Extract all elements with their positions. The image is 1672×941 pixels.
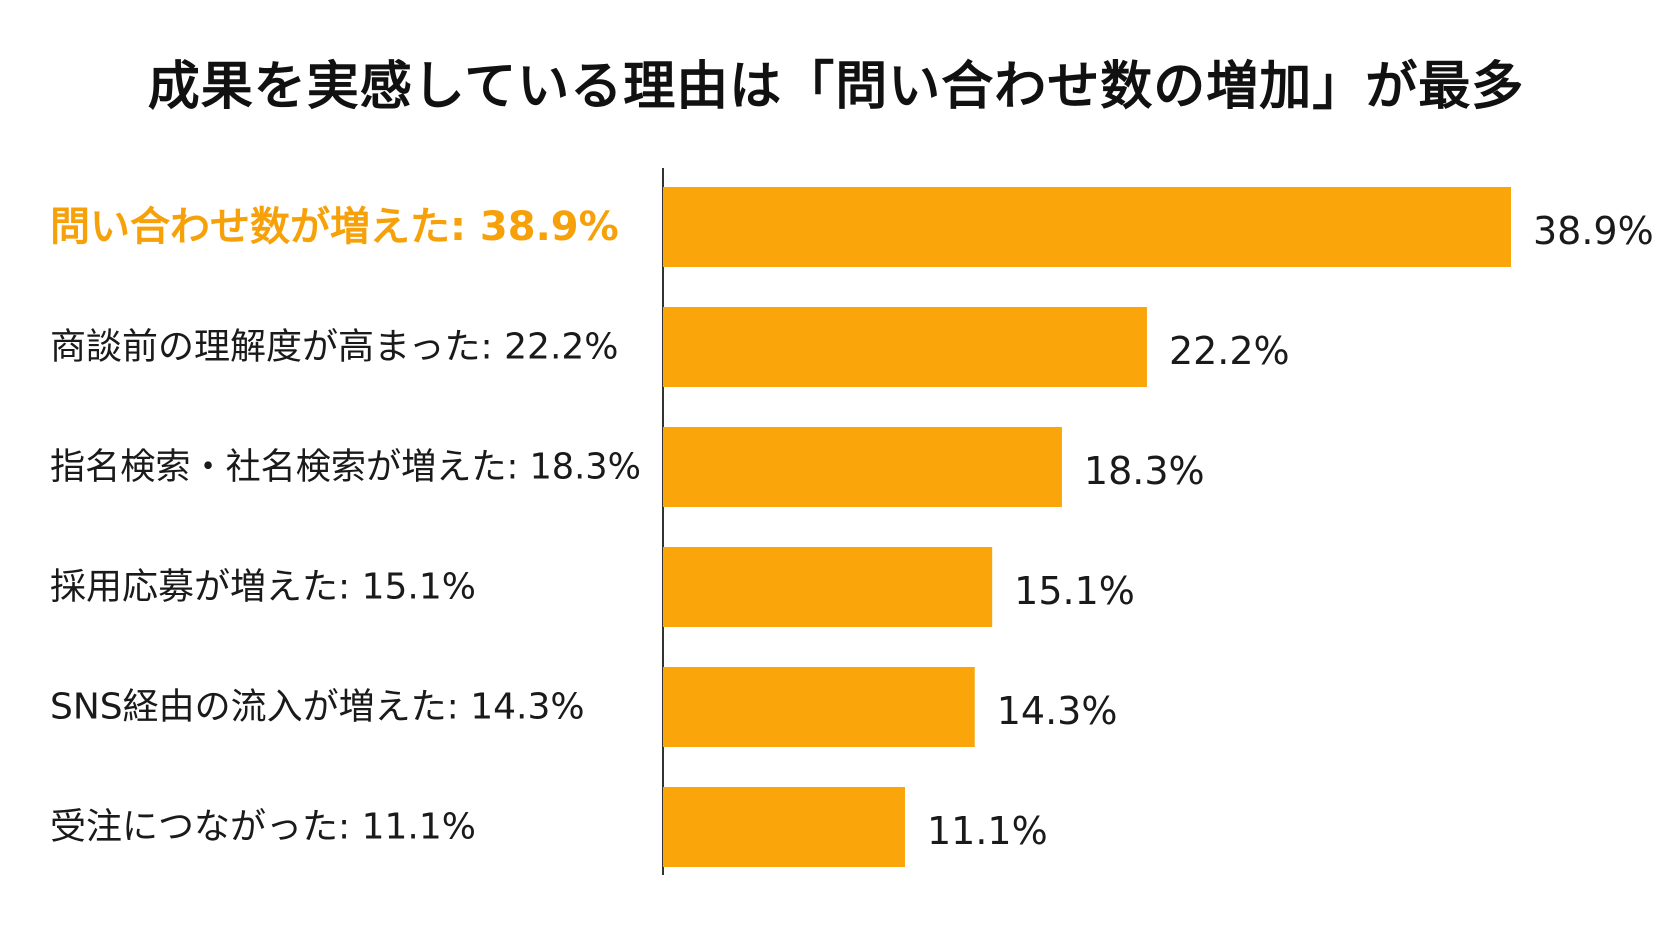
bar-1: [663, 187, 1511, 267]
value-label-1: 38.9%: [1533, 209, 1654, 253]
category-labels-group: 問い合わせ数が増えた: 38.9% 商談前の理解度が高まった: 22.2% 指名検索…: [50, 204, 641, 848]
bar-6: [663, 787, 905, 867]
category-label-1: 問い合わせ数が増えた: 38.9%: [50, 204, 619, 250]
value-labels-group: 38.9% 22.2% 18.3% 15.1% 14.3% 11.1%: [927, 209, 1654, 853]
value-label-4: 15.1%: [1014, 569, 1135, 613]
category-label-5: SNS経由の流入が増えた: 14.3%: [50, 687, 585, 728]
category-label-2: 商談前の理解度が高まった: 22.2%: [50, 327, 619, 368]
bars-group: [663, 187, 1511, 867]
value-label-2: 22.2%: [1169, 329, 1290, 373]
value-label-6: 11.1%: [927, 809, 1048, 853]
chart-title: 成果を実感している理由は「問い合わせ数の増加」が最多: [147, 57, 1525, 117]
category-label-4: 採用応募が増えた: 15.1%: [50, 567, 476, 608]
category-label-6: 受注につながった: 11.1%: [50, 807, 476, 848]
bar-2: [663, 307, 1147, 387]
bar-5: [663, 667, 975, 747]
value-label-3: 18.3%: [1084, 449, 1205, 493]
bar-4: [663, 547, 993, 627]
bar-3: [663, 427, 1062, 507]
category-label-3: 指名検索・社名検索が増えた: 18.3%: [50, 447, 641, 488]
value-label-5: 14.3%: [997, 689, 1118, 733]
